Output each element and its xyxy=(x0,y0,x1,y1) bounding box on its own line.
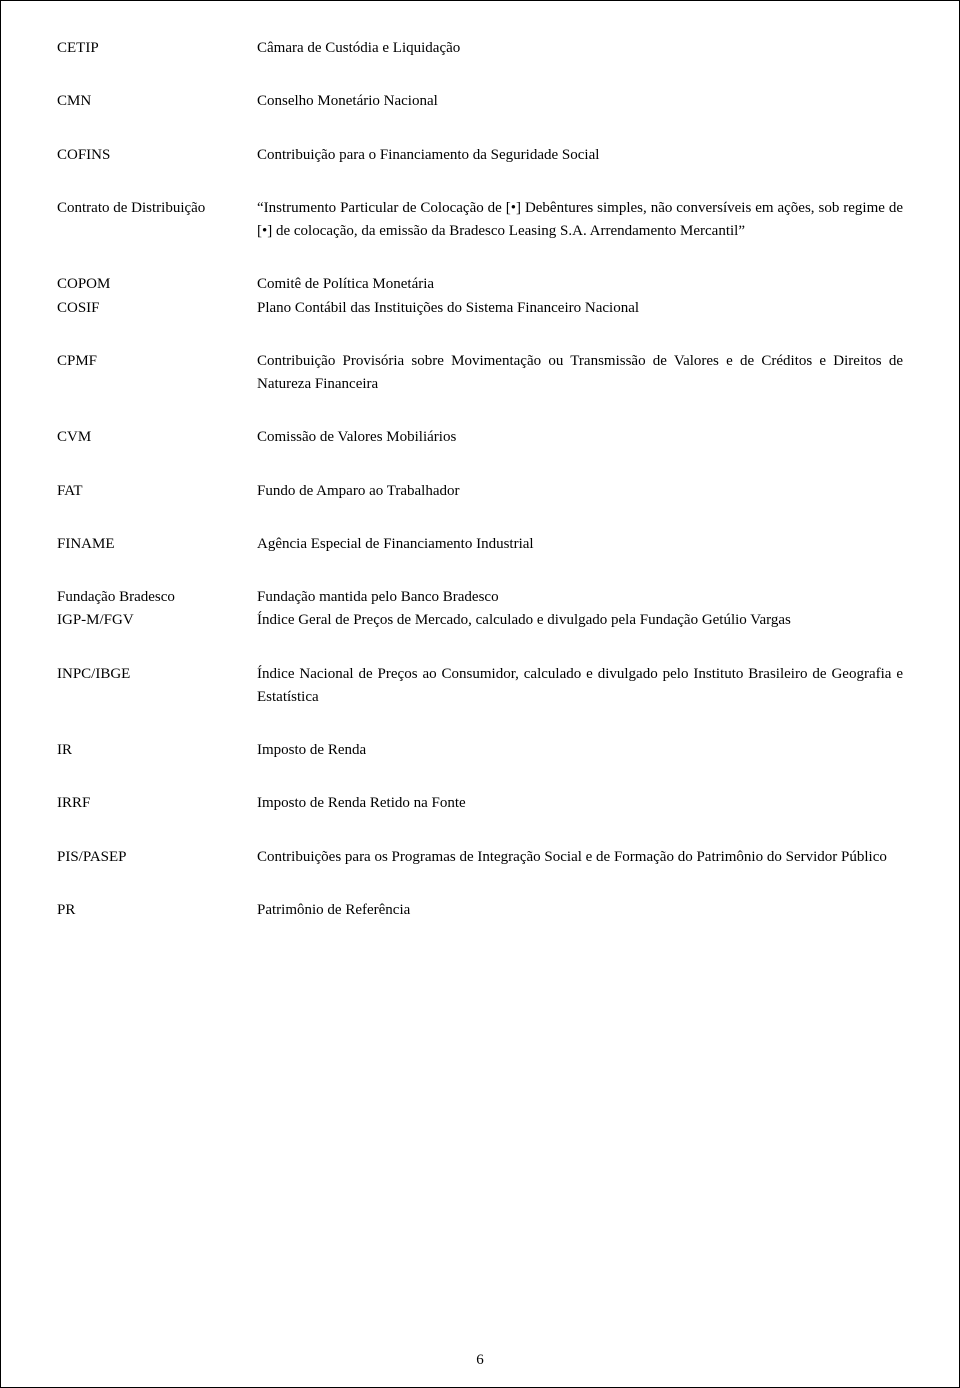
definition-text: Plano Contábil das Instituições do Siste… xyxy=(257,297,903,320)
term-label: CPMF xyxy=(57,350,257,373)
term-label: PR xyxy=(57,899,257,922)
term-label: COFINS xyxy=(57,144,257,167)
definition-text: Câmara de Custódia e Liquidação xyxy=(257,37,903,60)
definition-text: Fundação mantida pelo Banco Bradesco xyxy=(257,586,903,609)
definition-group: COPOM Comitê de Política Monetária COSIF… xyxy=(57,273,903,320)
definition-entry: PIS/PASEP Contribuições para os Programa… xyxy=(57,846,903,869)
term-label: IGP-M/FGV xyxy=(57,609,257,632)
definition-text: Contribuição para o Financiamento da Seg… xyxy=(257,144,903,167)
definition-text: Agência Especial de Financiamento Indust… xyxy=(257,533,903,556)
term-label: IRRF xyxy=(57,792,257,815)
definition-group: Fundação Bradesco Fundação mantida pelo … xyxy=(57,586,903,633)
definition-entry: CETIP Câmara de Custódia e Liquidação xyxy=(57,37,903,60)
definition-entry: INPC/IBGE Índice Nacional de Preços ao C… xyxy=(57,663,903,710)
definition-text: Índice Nacional de Preços ao Consumidor,… xyxy=(257,663,903,710)
term-label: COPOM xyxy=(57,273,257,296)
definition-entry: COPOM Comitê de Política Monetária xyxy=(57,273,903,296)
definition-text: Comissão de Valores Mobiliários xyxy=(257,426,903,449)
definition-text: Comitê de Política Monetária xyxy=(257,273,903,296)
term-label: IR xyxy=(57,739,257,762)
definition-text: Contribuições para os Programas de Integ… xyxy=(257,846,903,869)
definition-entry: PR Patrimônio de Referência xyxy=(57,899,903,922)
definition-text: Patrimônio de Referência xyxy=(257,899,903,922)
term-label: INPC/IBGE xyxy=(57,663,257,686)
definition-text: Conselho Monetário Nacional xyxy=(257,90,903,113)
definition-text: Imposto de Renda xyxy=(257,739,903,762)
definition-entry: COFINS Contribuição para o Financiamento… xyxy=(57,144,903,167)
term-label: CVM xyxy=(57,426,257,449)
term-label: CETIP xyxy=(57,37,257,60)
definition-text: Fundo de Amparo ao Trabalhador xyxy=(257,480,903,503)
term-label: FAT xyxy=(57,480,257,503)
term-label: Fundação Bradesco xyxy=(57,586,257,609)
definition-entry: COSIF Plano Contábil das Instituições do… xyxy=(57,297,903,320)
term-label: CMN xyxy=(57,90,257,113)
definition-entry: CPMF Contribuição Provisória sobre Movim… xyxy=(57,350,903,397)
definition-entry: CVM Comissão de Valores Mobiliários xyxy=(57,426,903,449)
term-label: Contrato de Distribuição xyxy=(57,197,257,220)
definition-entry: FAT Fundo de Amparo ao Trabalhador xyxy=(57,480,903,503)
definition-entry: IRRF Imposto de Renda Retido na Fonte xyxy=(57,792,903,815)
definition-entry: Fundação Bradesco Fundação mantida pelo … xyxy=(57,586,903,609)
definition-text: Contribuição Provisória sobre Movimentaç… xyxy=(257,350,903,397)
definition-entry: Contrato de Distribuição “Instrumento Pa… xyxy=(57,197,903,244)
definition-text: “Instrumento Particular de Colocação de … xyxy=(257,197,903,244)
page-number: 6 xyxy=(1,1352,959,1369)
term-label: COSIF xyxy=(57,297,257,320)
term-label: PIS/PASEP xyxy=(57,846,257,869)
document-page: CETIP Câmara de Custódia e Liquidação CM… xyxy=(0,0,960,1388)
term-label: FINAME xyxy=(57,533,257,556)
definition-text: Índice Geral de Preços de Mercado, calcu… xyxy=(257,609,903,632)
definition-text: Imposto de Renda Retido na Fonte xyxy=(257,792,903,815)
definition-entry: FINAME Agência Especial de Financiamento… xyxy=(57,533,903,556)
definition-entry: IGP-M/FGV Índice Geral de Preços de Merc… xyxy=(57,609,903,632)
definition-entry: IR Imposto de Renda xyxy=(57,739,903,762)
definition-entry: CMN Conselho Monetário Nacional xyxy=(57,90,903,113)
